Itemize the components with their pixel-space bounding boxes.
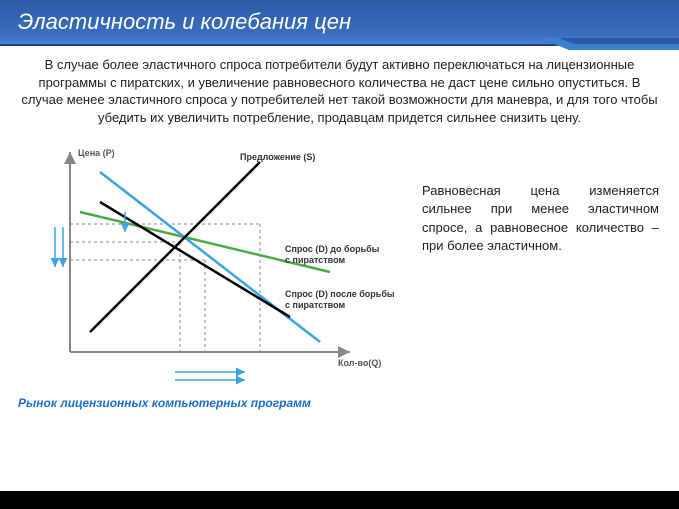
slide-footer-bar [0,491,679,509]
slide-title: Эластичность и колебания цен [18,9,351,35]
main-paragraph: В случае более эластичного спроса потреб… [0,46,679,132]
svg-text:Спрос (D) после борьбы: Спрос (D) после борьбы [285,289,395,299]
svg-text:Кол-во(Q): Кол-во(Q) [338,358,381,368]
header-accent-shape [539,38,679,50]
supply-demand-chart: Цена (P) Кол-во(Q) Предложение (S) Спрос (D… [10,132,410,392]
svg-text:Спрос (D) до борьбы: Спрос (D) до борьбы [285,244,380,254]
slide-header: Эластичность и колебания цен [0,0,679,46]
content-row: Цена (P) Кол-во(Q) Предложение (S) Спрос (D… [0,132,679,392]
svg-text:Предложение (S): Предложение (S) [240,152,315,162]
side-paragraph: Равновесная цена изменяется сильнее при … [422,132,669,392]
chart-caption: Рынок лицензионных компьютерных программ [0,392,679,410]
svg-text:с пиратством: с пиратством [285,255,345,265]
svg-text:с пиратством: с пиратством [285,300,345,310]
svg-text:Цена (P): Цена (P) [78,148,115,158]
